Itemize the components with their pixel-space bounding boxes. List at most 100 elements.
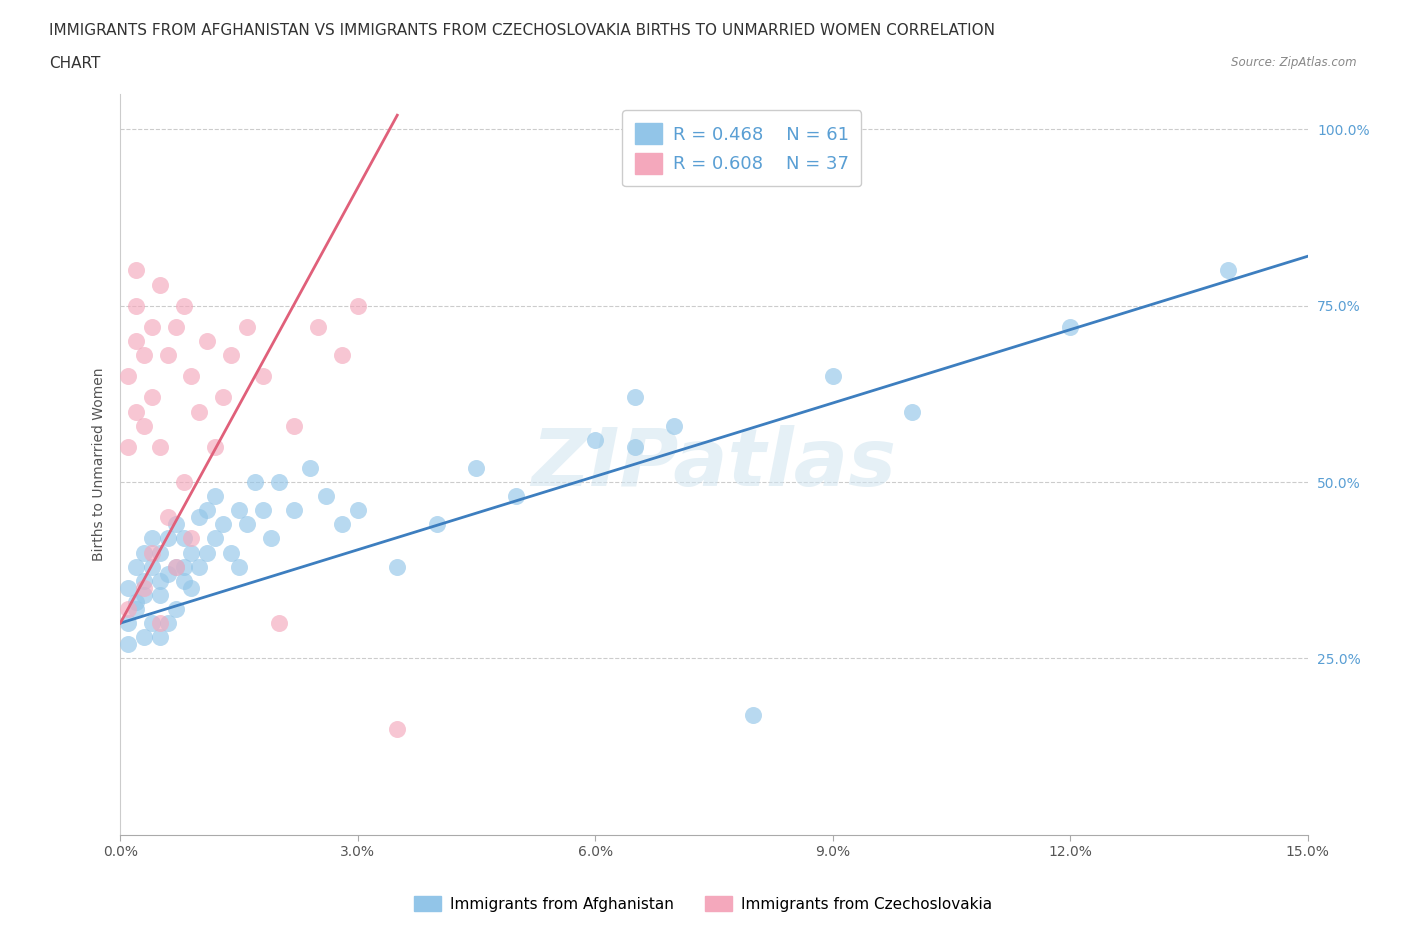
Point [125,404,148,418]
Point [132,418,155,433]
Point [117,439,139,454]
Point [283,418,305,433]
Point [149,439,172,454]
Point [346,299,368,313]
Point [465,460,488,475]
Point [252,503,274,518]
Text: Source: ZipAtlas.com: Source: ZipAtlas.com [1232,56,1357,69]
Point [267,616,290,631]
Point [299,460,322,475]
Point [125,602,148,617]
Point [195,503,218,518]
Point [156,566,179,581]
Point [315,489,337,504]
Text: IMMIGRANTS FROM AFGHANISTAN VS IMMIGRANTS FROM CZECHOSLOVAKIA BIRTHS TO UNMARRIE: IMMIGRANTS FROM AFGHANISTAN VS IMMIGRANT… [49,23,995,38]
Point [141,616,163,631]
Point [132,545,155,560]
Point [307,319,329,334]
Text: CHART: CHART [49,56,101,71]
Point [583,432,606,447]
Point [132,580,155,595]
Text: ZIPatlas: ZIPatlas [531,425,897,503]
Point [132,574,155,589]
Point [180,545,202,560]
Point [117,616,139,631]
Point [117,369,139,384]
Point [252,369,274,384]
Point [505,489,527,504]
Point [141,390,163,405]
Point [149,616,172,631]
Point [195,545,218,560]
Y-axis label: Births to Unmarried Women: Births to Unmarried Women [93,367,107,561]
Point [623,439,645,454]
Point [180,369,202,384]
Point [132,630,155,644]
Point [173,531,195,546]
Point [173,559,195,574]
Legend: R = 0.468    N = 61, R = 0.608    N = 37: R = 0.468 N = 61, R = 0.608 N = 37 [621,111,862,187]
Point [141,559,163,574]
Point [204,489,226,504]
Point [204,531,226,546]
Point [117,602,139,617]
Point [236,517,259,532]
Point [149,630,172,644]
Point [180,580,202,595]
Point [165,319,187,334]
Point [156,348,179,363]
Point [149,277,172,292]
Point [165,559,187,574]
Point [125,559,148,574]
Point [141,545,163,560]
Point [165,517,187,532]
Point [387,559,409,574]
Point [180,531,202,546]
Point [219,348,242,363]
Point [426,517,449,532]
Point [156,531,179,546]
Point [821,369,844,384]
Point [267,474,290,489]
Point [188,404,211,418]
Point [141,319,163,334]
Point [219,545,242,560]
Point [346,503,368,518]
Point [188,510,211,525]
Point [1059,319,1081,334]
Point [156,510,179,525]
Point [125,263,148,278]
Point [236,319,259,334]
Point [125,299,148,313]
Point [330,517,353,532]
Point [212,517,235,532]
Point [283,503,305,518]
Point [330,348,353,363]
Point [228,503,250,518]
Point [165,559,187,574]
Point [387,722,409,737]
Point [132,588,155,603]
Point [141,531,163,546]
Point [243,474,266,489]
Point [204,439,226,454]
Point [195,334,218,349]
Point [900,404,922,418]
Point [664,418,686,433]
Point [165,602,187,617]
Legend: Immigrants from Afghanistan, Immigrants from Czechoslovakia: Immigrants from Afghanistan, Immigrants … [408,889,998,918]
Point [149,545,172,560]
Point [156,616,179,631]
Point [1218,263,1240,278]
Point [259,531,281,546]
Point [212,390,235,405]
Point [173,574,195,589]
Point [149,574,172,589]
Point [173,474,195,489]
Point [188,559,211,574]
Point [742,708,765,723]
Point [173,299,195,313]
Point [125,334,148,349]
Point [623,390,645,405]
Point [228,559,250,574]
